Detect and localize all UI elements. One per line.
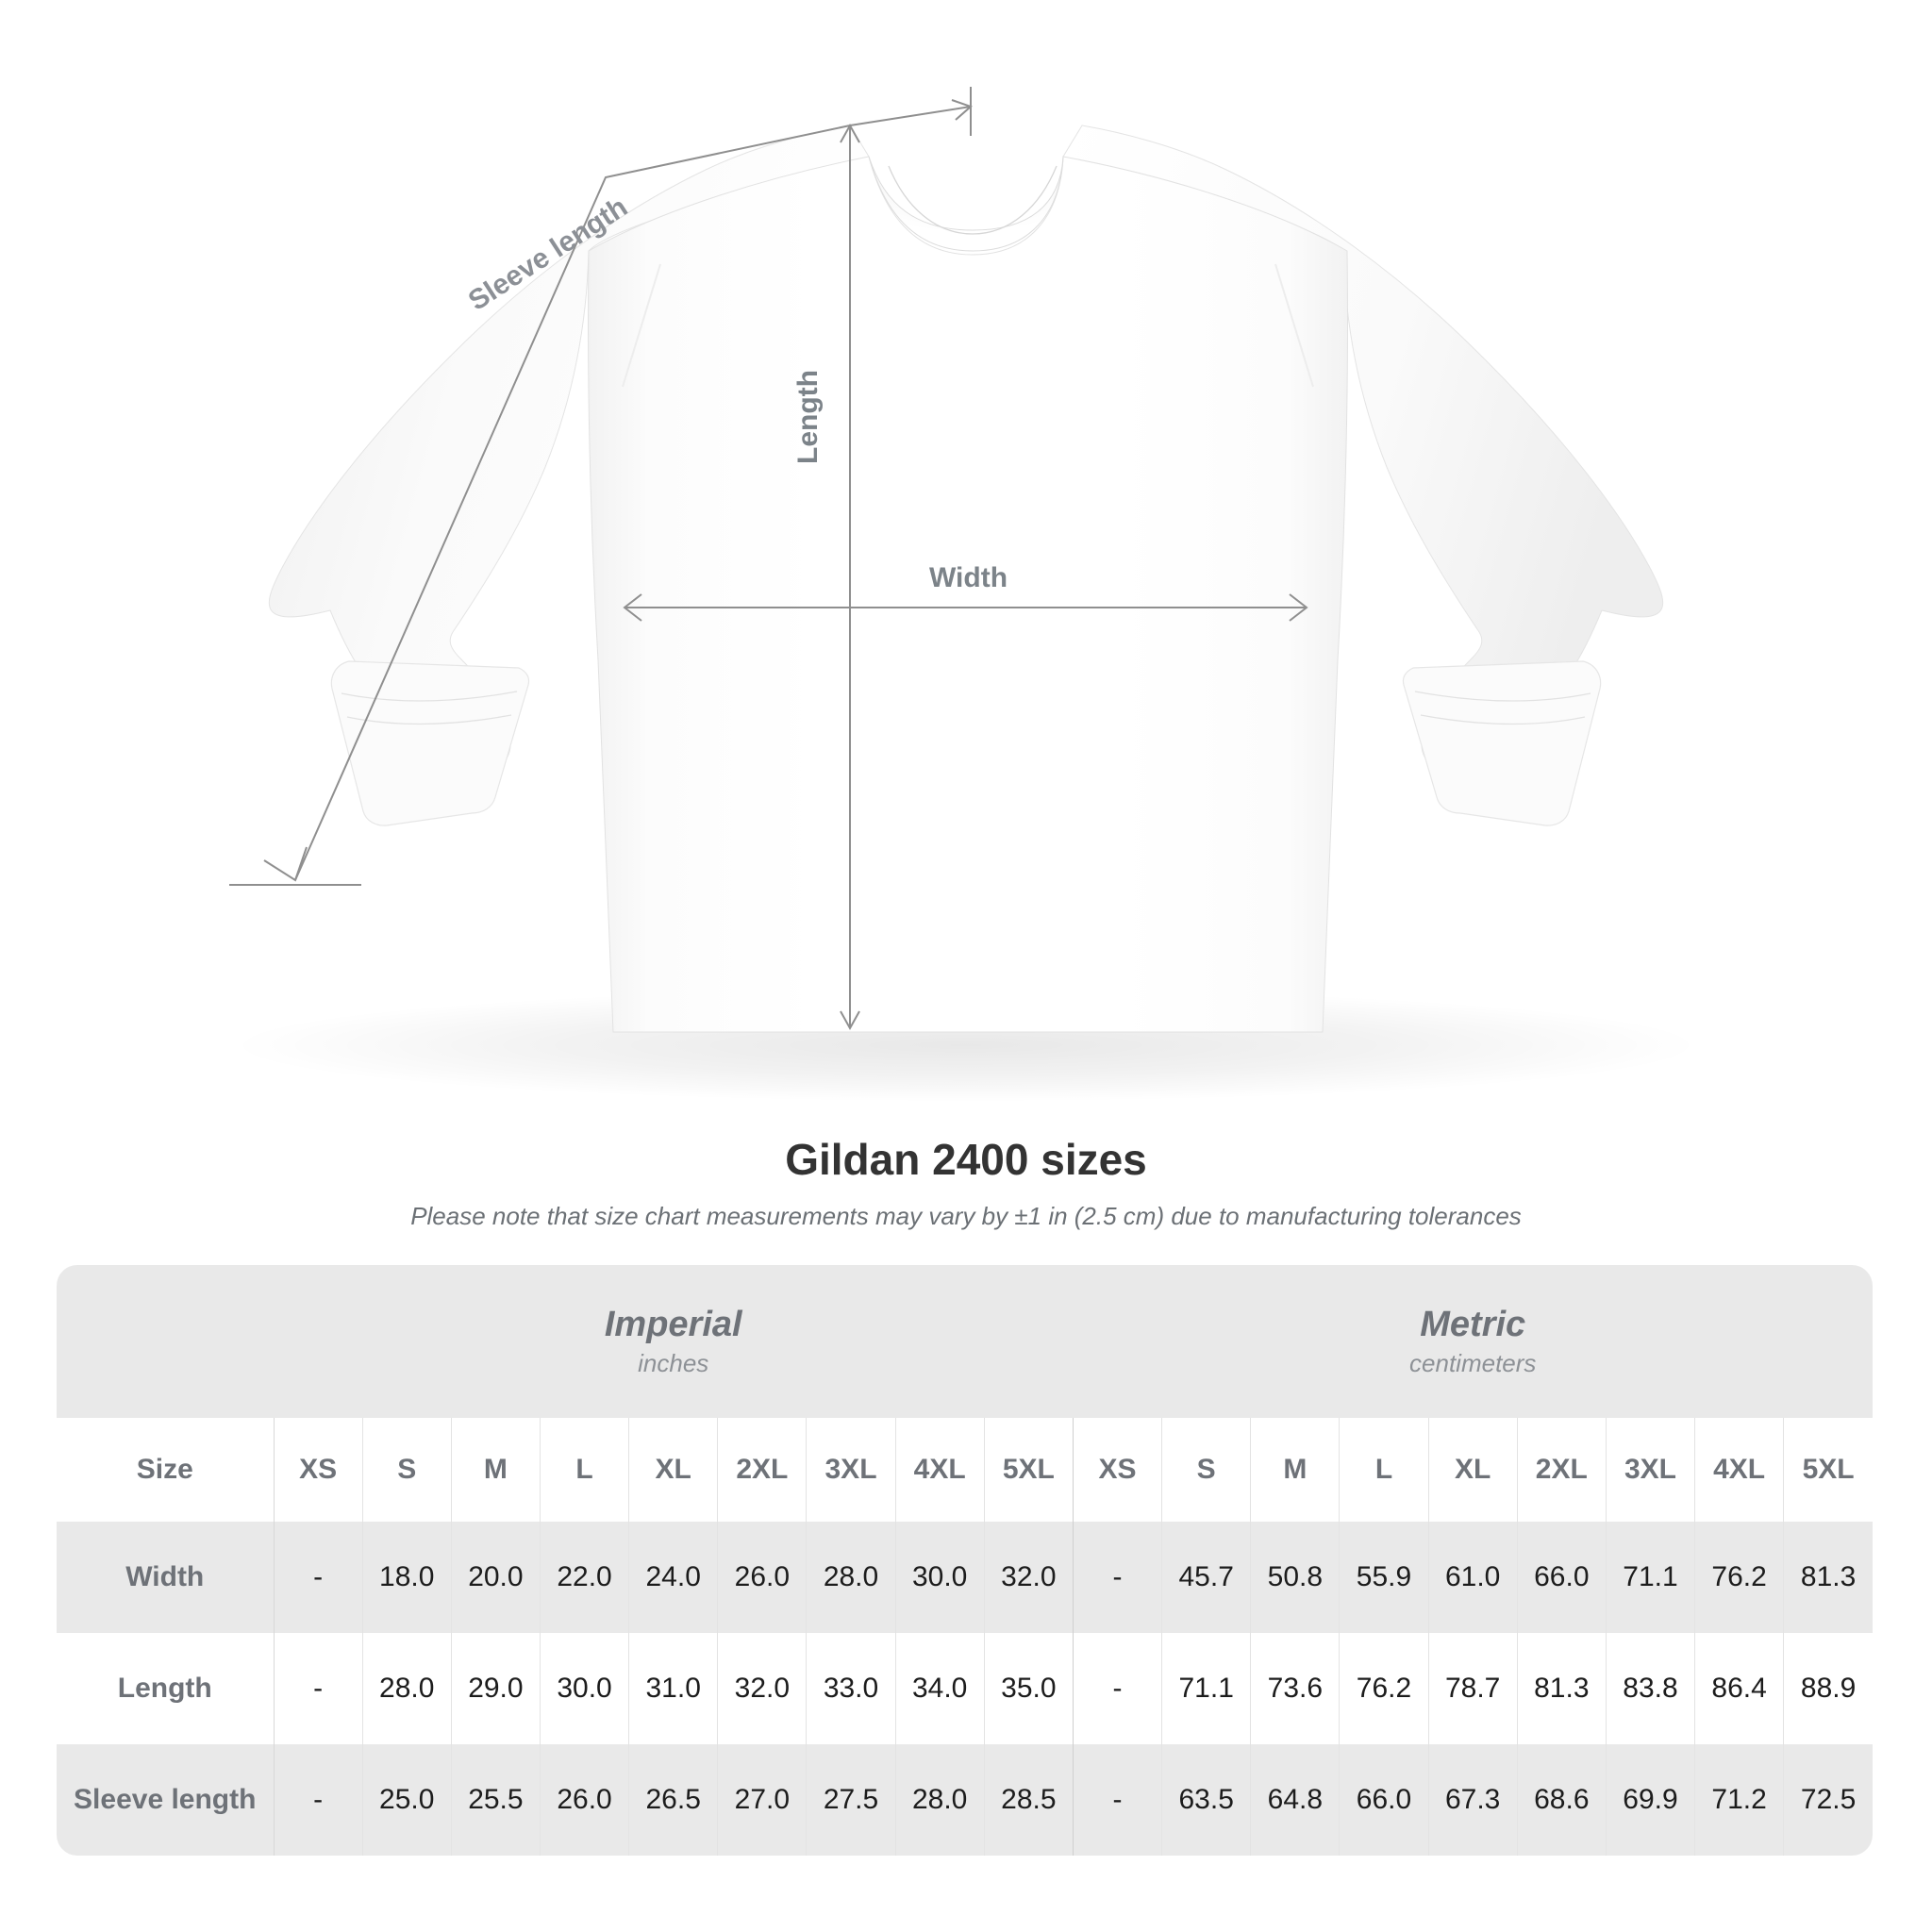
svg-text:Sleeve length: Sleeve length [463, 192, 633, 317]
svg-text:Length: Length [792, 370, 824, 464]
svg-text:Width: Width [929, 562, 1008, 593]
